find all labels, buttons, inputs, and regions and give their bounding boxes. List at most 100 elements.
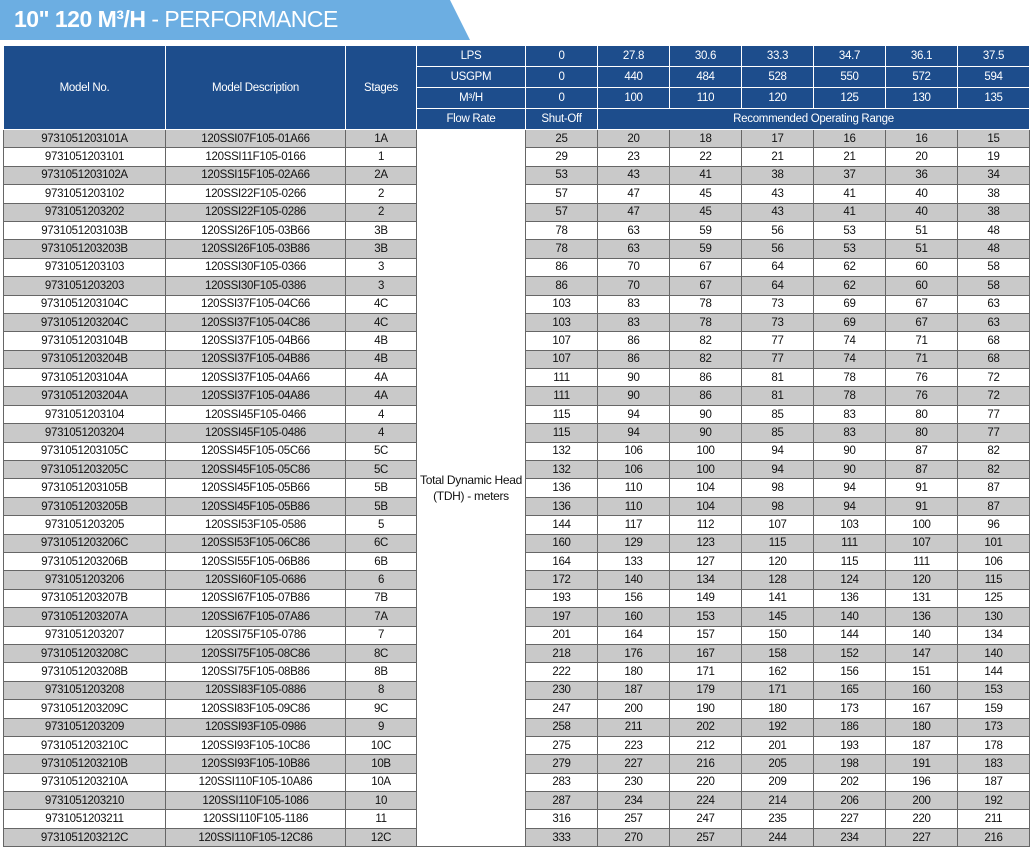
head-value: 156 bbox=[813, 662, 886, 682]
head-value: 57 bbox=[525, 202, 598, 222]
header-row: Model No. Model Description Stages LPS 0 27.8… bbox=[3, 45, 1030, 130]
head-value: 53 bbox=[813, 239, 886, 259]
head-value: 115 bbox=[741, 533, 814, 553]
stages: 11 bbox=[345, 809, 417, 829]
model-no: 9731051203207 bbox=[3, 625, 166, 645]
flow-label: LPS bbox=[416, 45, 526, 67]
head-value: 316 bbox=[525, 809, 598, 829]
model-description: 120SSI110F105-1086 bbox=[165, 791, 346, 811]
head-value: 270 bbox=[597, 827, 670, 848]
model-description: 120SSI15F105-02A66 bbox=[165, 165, 346, 186]
head-value: 144 bbox=[957, 662, 1030, 682]
head-value: 67 bbox=[669, 257, 742, 278]
head-value: 73 bbox=[741, 312, 814, 333]
head-value: 68 bbox=[957, 349, 1030, 370]
model-no: 9731051203203B bbox=[3, 239, 166, 259]
head-value: 140 bbox=[597, 570, 670, 590]
stages: 5 bbox=[345, 515, 417, 535]
head-value: 83 bbox=[597, 312, 670, 333]
head-value: 77 bbox=[957, 404, 1030, 425]
head-value: 63 bbox=[597, 239, 670, 259]
head-value: 38 bbox=[957, 202, 1030, 222]
model-no: 9731051203208C bbox=[3, 643, 166, 664]
model-description: 120SSI67F105-07A86 bbox=[165, 607, 346, 627]
column-header: Model Description bbox=[165, 45, 346, 130]
flow-value: 528 bbox=[741, 66, 814, 88]
model-no: 9731051203208 bbox=[3, 680, 166, 701]
head-value: 133 bbox=[597, 551, 670, 572]
head-value: 200 bbox=[885, 791, 958, 811]
head-value: 140 bbox=[957, 643, 1030, 664]
head-value: 70 bbox=[597, 276, 670, 296]
model-description: 120SSI45F105-05C66 bbox=[165, 441, 346, 462]
shutoff-label: Shut-Off bbox=[525, 108, 598, 130]
head-value: 60 bbox=[885, 257, 958, 278]
head-value: 162 bbox=[741, 662, 814, 682]
head-value: 230 bbox=[597, 772, 670, 793]
model-description: 120SSI93F105-10B86 bbox=[165, 754, 346, 774]
model-no: 9731051203205B bbox=[3, 496, 166, 517]
head-value: 235 bbox=[741, 809, 814, 829]
head-value: 165 bbox=[813, 680, 886, 701]
head-value: 106 bbox=[957, 551, 1030, 572]
head-value: 152 bbox=[813, 643, 886, 664]
head-value: 69 bbox=[813, 312, 886, 333]
head-value: 196 bbox=[885, 772, 958, 793]
model-no: 9731051203210C bbox=[3, 735, 166, 756]
head-value: 81 bbox=[741, 368, 814, 388]
tdh-label: Total Dynamic Head (TDH) - meters bbox=[416, 128, 526, 848]
data-row: 9731051203207A 120SSI67F105-07A86 7A 197 160… bbox=[3, 607, 1030, 627]
model-no: 9731051203102 bbox=[3, 184, 166, 204]
data-row: 9731051203202 120SSI22F105-0286 2 57 47 45 43 4… bbox=[3, 202, 1030, 222]
head-value: 41 bbox=[813, 184, 886, 204]
model-description: 120SSI22F105-0286 bbox=[165, 202, 346, 222]
model-description: 120SSI53F105-06C86 bbox=[165, 533, 346, 553]
head-value: 211 bbox=[957, 809, 1030, 829]
head-value: 149 bbox=[669, 588, 742, 609]
head-value: 227 bbox=[813, 809, 886, 829]
data-row: 9731051203207 120SSI75F105-0786 7 201 164 157… bbox=[3, 625, 1030, 645]
stages: 10B bbox=[345, 754, 417, 774]
model-description: 120SSI45F105-0486 bbox=[165, 423, 346, 443]
model-no: 9731051203209C bbox=[3, 699, 166, 719]
head-value: 178 bbox=[957, 735, 1030, 756]
head-value: 218 bbox=[525, 643, 598, 664]
model-description: 120SSI30F105-0366 bbox=[165, 257, 346, 278]
head-value: 115 bbox=[813, 551, 886, 572]
head-value: 191 bbox=[885, 754, 958, 774]
flow-label: USGPM bbox=[416, 66, 526, 88]
stages: 10A bbox=[345, 772, 417, 793]
flow-value: 440 bbox=[597, 66, 670, 88]
head-value: 67 bbox=[885, 312, 958, 333]
head-value: 77 bbox=[741, 331, 814, 351]
head-value: 193 bbox=[813, 735, 886, 756]
head-value: 58 bbox=[957, 276, 1030, 296]
head-value: 80 bbox=[885, 404, 958, 425]
head-value: 56 bbox=[741, 220, 814, 241]
model-no: 9731051203205 bbox=[3, 515, 166, 535]
stages: 10C bbox=[345, 735, 417, 756]
model-no: 9731051203207A bbox=[3, 607, 166, 627]
head-value: 171 bbox=[669, 662, 742, 682]
head-value: 34 bbox=[957, 165, 1030, 186]
head-value: 64 bbox=[741, 257, 814, 278]
head-value: 107 bbox=[885, 533, 958, 553]
model-no: 9731051203103 bbox=[3, 257, 166, 278]
head-value: 94 bbox=[597, 404, 670, 425]
stages: 7 bbox=[345, 625, 417, 645]
head-value: 132 bbox=[525, 441, 598, 462]
head-value: 91 bbox=[885, 496, 958, 517]
model-description: 120SSI110F105-12C86 bbox=[165, 827, 346, 848]
flow-rate-label: Flow Rate bbox=[416, 108, 526, 130]
head-value: 258 bbox=[525, 717, 598, 737]
performance-table: Model No. Model Description Stages LPS 0 27.8… bbox=[3, 45, 1030, 848]
stages: 3B bbox=[345, 239, 417, 259]
head-value: 86 bbox=[597, 331, 670, 351]
head-value: 94 bbox=[813, 496, 886, 517]
head-value: 19 bbox=[957, 147, 1030, 167]
head-value: 51 bbox=[885, 220, 958, 241]
head-value: 187 bbox=[957, 772, 1030, 793]
head-value: 151 bbox=[885, 662, 958, 682]
stages: 9 bbox=[345, 717, 417, 737]
head-value: 67 bbox=[669, 276, 742, 296]
